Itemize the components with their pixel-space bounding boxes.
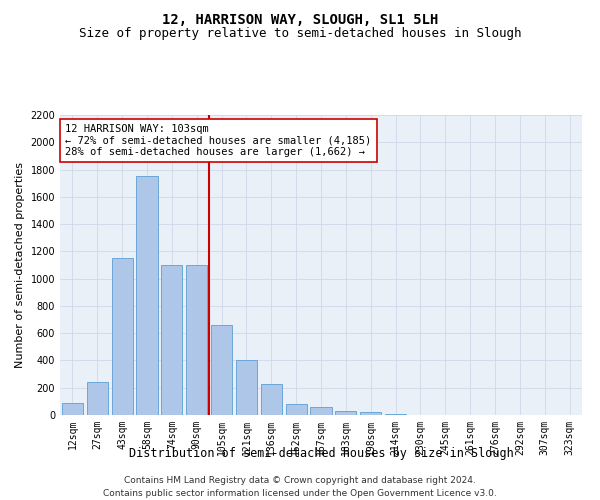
Y-axis label: Number of semi-detached properties: Number of semi-detached properties bbox=[15, 162, 25, 368]
Bar bbox=[211, 325, 232, 415]
Text: 12, HARRISON WAY, SLOUGH, SL1 5LH: 12, HARRISON WAY, SLOUGH, SL1 5LH bbox=[162, 12, 438, 26]
Text: Contains public sector information licensed under the Open Government Licence v3: Contains public sector information licen… bbox=[103, 489, 497, 498]
Text: 12 HARRISON WAY: 103sqm
← 72% of semi-detached houses are smaller (4,185)
28% of: 12 HARRISON WAY: 103sqm ← 72% of semi-de… bbox=[65, 124, 371, 157]
Bar bbox=[87, 382, 108, 415]
Bar bbox=[136, 176, 158, 415]
Bar bbox=[335, 411, 356, 415]
Bar bbox=[261, 384, 282, 415]
Bar bbox=[286, 404, 307, 415]
Text: Size of property relative to semi-detached houses in Slough: Size of property relative to semi-detach… bbox=[79, 28, 521, 40]
Bar bbox=[360, 412, 381, 415]
Bar bbox=[161, 265, 182, 415]
Bar bbox=[385, 414, 406, 415]
Bar bbox=[112, 258, 133, 415]
Bar bbox=[236, 360, 257, 415]
Bar bbox=[186, 265, 207, 415]
Text: Contains HM Land Registry data © Crown copyright and database right 2024.: Contains HM Land Registry data © Crown c… bbox=[124, 476, 476, 485]
Text: Distribution of semi-detached houses by size in Slough: Distribution of semi-detached houses by … bbox=[128, 448, 514, 460]
Bar bbox=[310, 407, 332, 415]
Bar bbox=[62, 402, 83, 415]
